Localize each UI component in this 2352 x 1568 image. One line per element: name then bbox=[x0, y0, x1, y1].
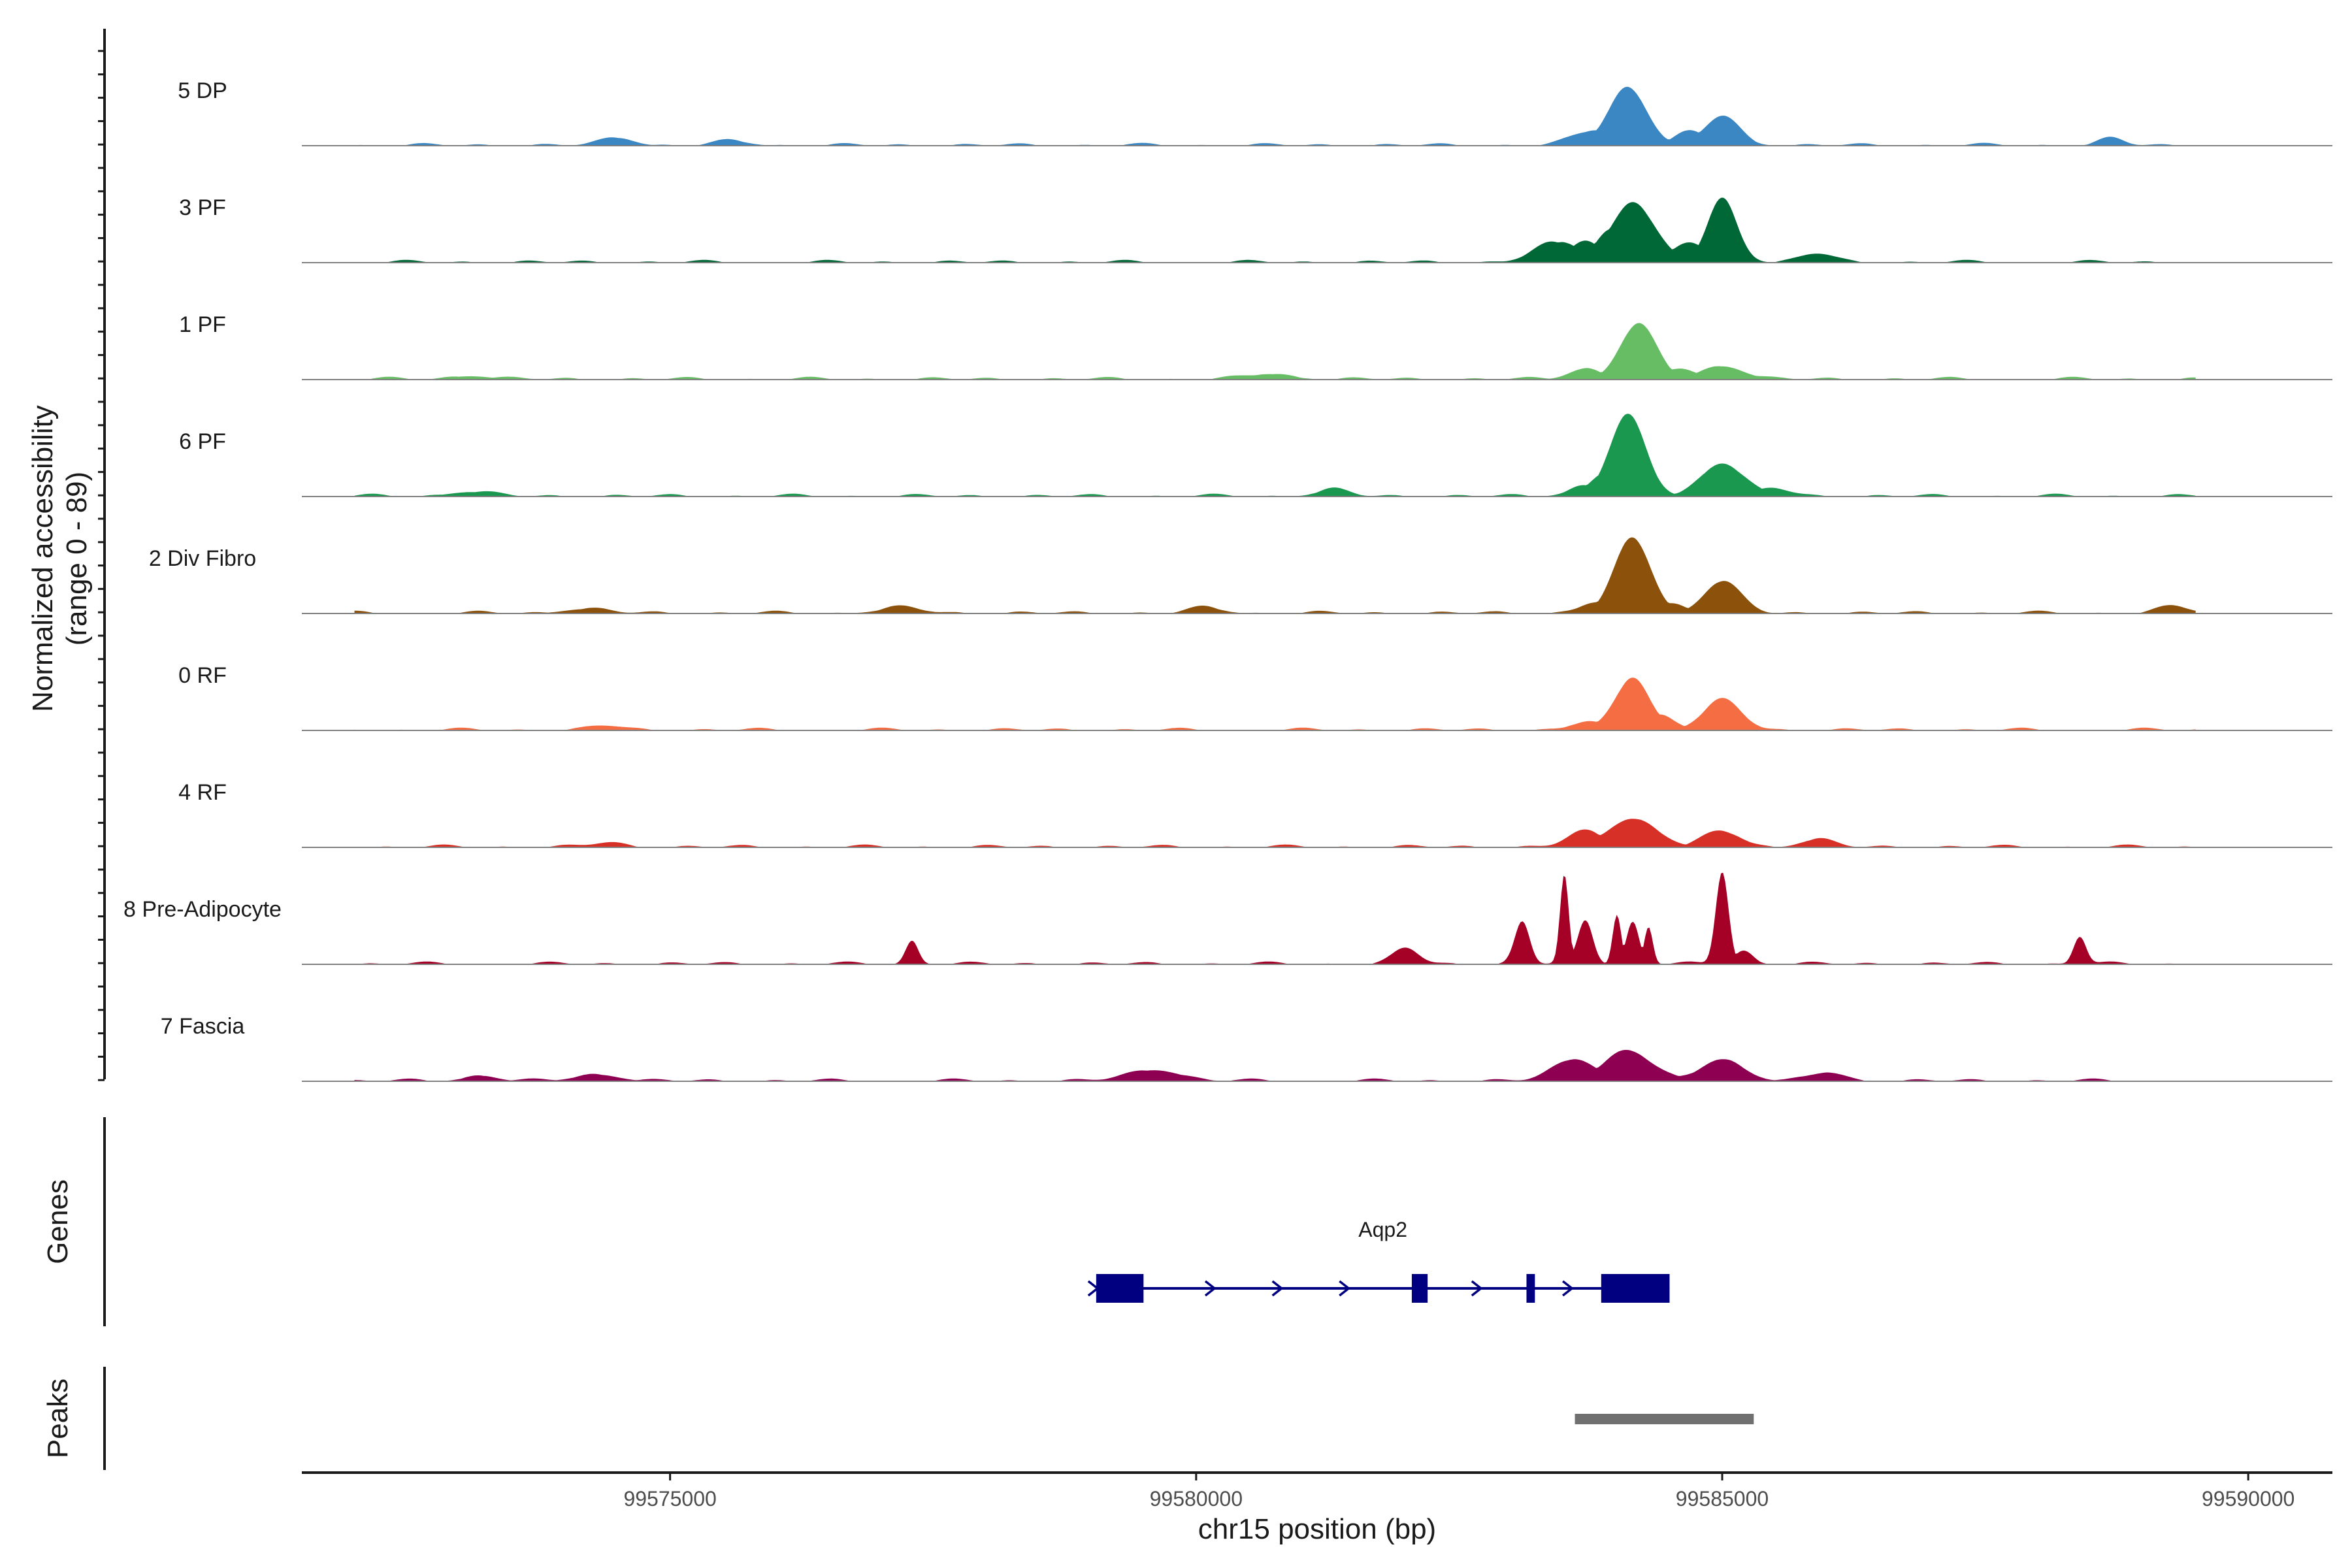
track-5-dp: 5 DP bbox=[178, 78, 2332, 146]
strand-arrow bbox=[1087, 1280, 1100, 1297]
peaks-track bbox=[1575, 1414, 1754, 1424]
track-label: 1 PF bbox=[179, 312, 226, 337]
x-tick-label: 99580000 bbox=[1150, 1487, 1243, 1511]
gene-exon bbox=[1411, 1274, 1428, 1303]
coverage-area-8-pre-adipocyte bbox=[354, 872, 2196, 964]
x-tick-label: 99585000 bbox=[1676, 1487, 1769, 1511]
coverage-area-7-fascia bbox=[354, 1050, 2196, 1081]
peak-region bbox=[1575, 1414, 1754, 1424]
track-7-fascia: 7 Fascia bbox=[161, 1014, 2332, 1082]
track-label: 3 PF bbox=[179, 195, 226, 220]
coverage-area-5-dp bbox=[354, 86, 2196, 146]
track-3-pf: 3 PF bbox=[179, 195, 2332, 263]
coverage-tracks: 5 DP 3 PF 1 PF 6 PF 2 Div Fibro 0 RF 4 RF 8 Pre… bbox=[123, 78, 2332, 1082]
coverage-area-2-div-fibro bbox=[354, 537, 2196, 613]
strand-arrow bbox=[1204, 1280, 1217, 1297]
gene-exon bbox=[1096, 1274, 1144, 1303]
gene-label: Aqp2 bbox=[1358, 1218, 1407, 1241]
x-tick-label: 99575000 bbox=[623, 1487, 716, 1511]
track-label: 2 Div Fibro bbox=[149, 546, 256, 571]
track-label: 6 PF bbox=[179, 429, 226, 454]
track-0-rf: 0 RF bbox=[178, 663, 2332, 731]
coverage-area-3-pf bbox=[354, 197, 2196, 263]
coverage-y-axis-title-line2: (range 0 - 89) bbox=[61, 472, 93, 646]
coverage-y-axis-title-line1: Normalized accessibility bbox=[27, 405, 59, 711]
track-8-pre-adipocyte: 8 Pre-Adipocyte bbox=[123, 872, 2332, 965]
coverage-y-axis bbox=[98, 29, 106, 1081]
track-label: 0 RF bbox=[178, 663, 227, 688]
coverage-area-0-rf bbox=[354, 678, 2196, 730]
track-2-div-fibro: 2 Div Fibro bbox=[149, 537, 2332, 614]
x-axis: 99575000 99580000 99585000 99590000 bbox=[302, 1471, 2332, 1511]
genes-track-title: Genes bbox=[42, 1179, 74, 1264]
gene-exon bbox=[1601, 1274, 1670, 1303]
track-4-rf: 4 RF bbox=[178, 780, 2332, 848]
track-1-pf: 1 PF bbox=[179, 312, 2332, 380]
track-6-pf: 6 PF bbox=[179, 414, 2332, 497]
coverage-area-6-pf bbox=[354, 414, 2196, 497]
strand-arrow bbox=[1339, 1280, 1351, 1297]
x-tick-label: 99590000 bbox=[2202, 1487, 2295, 1511]
coverage-y-axis-ticks bbox=[98, 50, 105, 1081]
gene-aqp2: Aqp2 bbox=[1087, 1218, 1670, 1303]
strand-arrow bbox=[1471, 1280, 1483, 1297]
x-axis-ticks: 99575000 99580000 99585000 99590000 bbox=[623, 1473, 2295, 1511]
genes-track: Aqp2 bbox=[1087, 1218, 1670, 1303]
gene-exon bbox=[1526, 1274, 1535, 1303]
track-label: 5 DP bbox=[178, 78, 227, 103]
track-label: 7 Fascia bbox=[161, 1014, 245, 1039]
coverage-area-1-pf bbox=[354, 323, 2196, 380]
strand-arrow bbox=[1271, 1280, 1284, 1297]
peaks-track-title: Peaks bbox=[42, 1379, 74, 1458]
track-label: 4 RF bbox=[178, 780, 227, 805]
track-label: 8 Pre-Adipocyte bbox=[123, 897, 282, 922]
x-axis-title: chr15 position (bp) bbox=[1198, 1513, 1436, 1545]
strand-arrow bbox=[1561, 1280, 1574, 1297]
coverage-area-4-rf bbox=[354, 819, 2196, 847]
